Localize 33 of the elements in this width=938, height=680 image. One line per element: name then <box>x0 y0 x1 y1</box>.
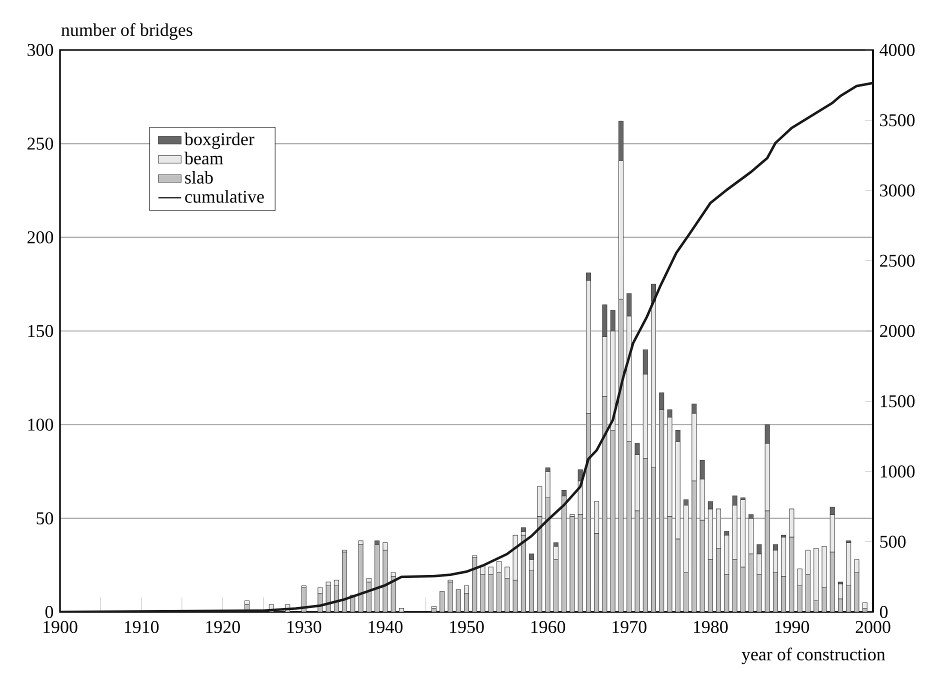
x-tick-label: 1990 <box>775 620 810 634</box>
y-tick-label: 100 <box>28 418 54 431</box>
x-tick-label: 1980 <box>694 620 728 634</box>
x-tick-label: 1970 <box>612 620 646 634</box>
y-tick-label: 50 <box>36 512 54 524</box>
y2-tick-label: 1500 <box>880 395 915 408</box>
legend-label: slab <box>185 170 213 184</box>
x-tick-label: 1960 <box>531 620 566 634</box>
legend-label: cumulative <box>185 190 264 203</box>
y2-tick-label: 2000 <box>880 324 915 338</box>
x-tick-label: 1900 <box>44 620 78 634</box>
y2-tick-label: 1000 <box>880 465 915 478</box>
x-tick-label: 1920 <box>206 620 240 634</box>
y2-tick-label: 4000 <box>880 44 915 56</box>
y2-tick-label: 0 <box>880 606 888 618</box>
y-axis-title: number of bridges <box>61 23 192 40</box>
x-tick-label: 2000 <box>856 620 890 634</box>
x-axis-title: year of construction <box>742 648 886 664</box>
y-tick-label: 150 <box>28 324 54 338</box>
y2-tick-label: 2500 <box>880 254 915 267</box>
y-tick-label: 0 <box>45 606 54 618</box>
legend-label: boxgirder <box>184 132 254 149</box>
x-tick-label: 1940 <box>368 620 403 634</box>
x-tick-label: 1910 <box>124 620 159 634</box>
y2-tick-label: 500 <box>880 536 906 548</box>
y-tick-label: 250 <box>28 138 54 150</box>
y2-tick-label: 3500 <box>880 114 915 126</box>
y-tick-label: 200 <box>28 231 54 244</box>
legend-label: beam <box>184 152 224 164</box>
y-tick-label: 300 <box>28 44 54 56</box>
x-tick-label: 1930 <box>287 620 322 634</box>
y2-tick-label: 3000 <box>880 184 915 197</box>
x-tick-label: 1950 <box>450 620 484 634</box>
